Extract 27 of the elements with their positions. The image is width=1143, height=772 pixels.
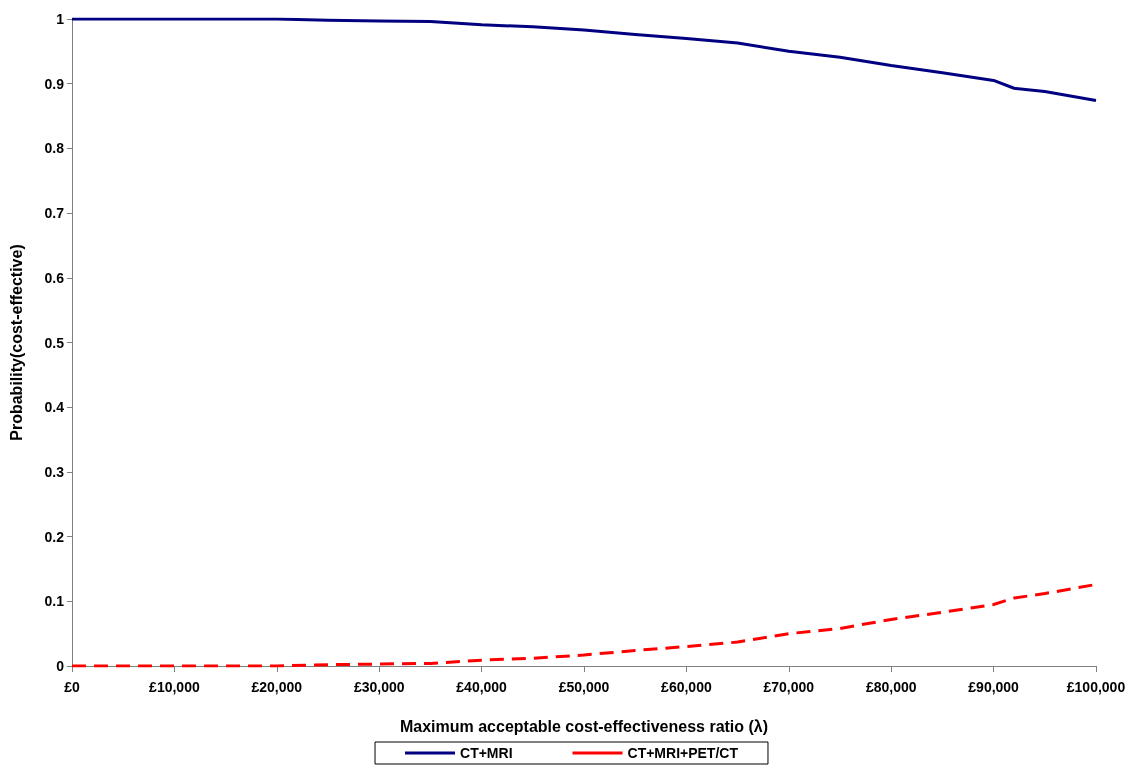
line-series <box>70 17 1098 103</box>
x-axis-title: Maximum acceptable cost-effectiveness ratio (λ) <box>399 717 769 735</box>
x-tick-label: £90,000 <box>968 679 1020 695</box>
x-tick-label: £0 <box>64 679 80 695</box>
x-tick-label: £40,000 <box>456 679 508 695</box>
y-axis-title: Probability(cost-effective) <box>7 244 25 441</box>
x-tick-label: £70,000 <box>763 679 815 695</box>
y-tick-label: 0 <box>56 658 65 674</box>
y-tick-label: 0.5 <box>44 334 65 351</box>
x-tick-label: £60,000 <box>661 679 712 695</box>
legend-label: CT+MRI <box>460 745 513 761</box>
y-tick-label: 0.9 <box>44 75 65 92</box>
y-tick-label: 0.1 <box>44 593 65 610</box>
y-tick-label: 0.4 <box>44 399 65 416</box>
x-tick-label: £100,000 <box>1066 679 1126 695</box>
y-tick-label: 1 <box>56 11 65 27</box>
y-tick-label: 0.3 <box>44 463 65 480</box>
y-tick-label: 0.2 <box>44 528 65 545</box>
x-tick-label: £20,000 <box>251 679 303 695</box>
legend-label: CT+MRI+PET/CT <box>627 745 739 761</box>
y-tick-label: 0.6 <box>44 269 65 286</box>
y-tick-label: 0.7 <box>44 205 65 222</box>
x-tick-label: £80,000 <box>865 679 917 695</box>
x-tick-label: £50,000 <box>558 679 610 695</box>
x-tick-label: £10,000 <box>149 679 200 695</box>
x-tick-label: £30,000 <box>353 679 405 695</box>
y-tick-label: 0.8 <box>44 140 65 157</box>
